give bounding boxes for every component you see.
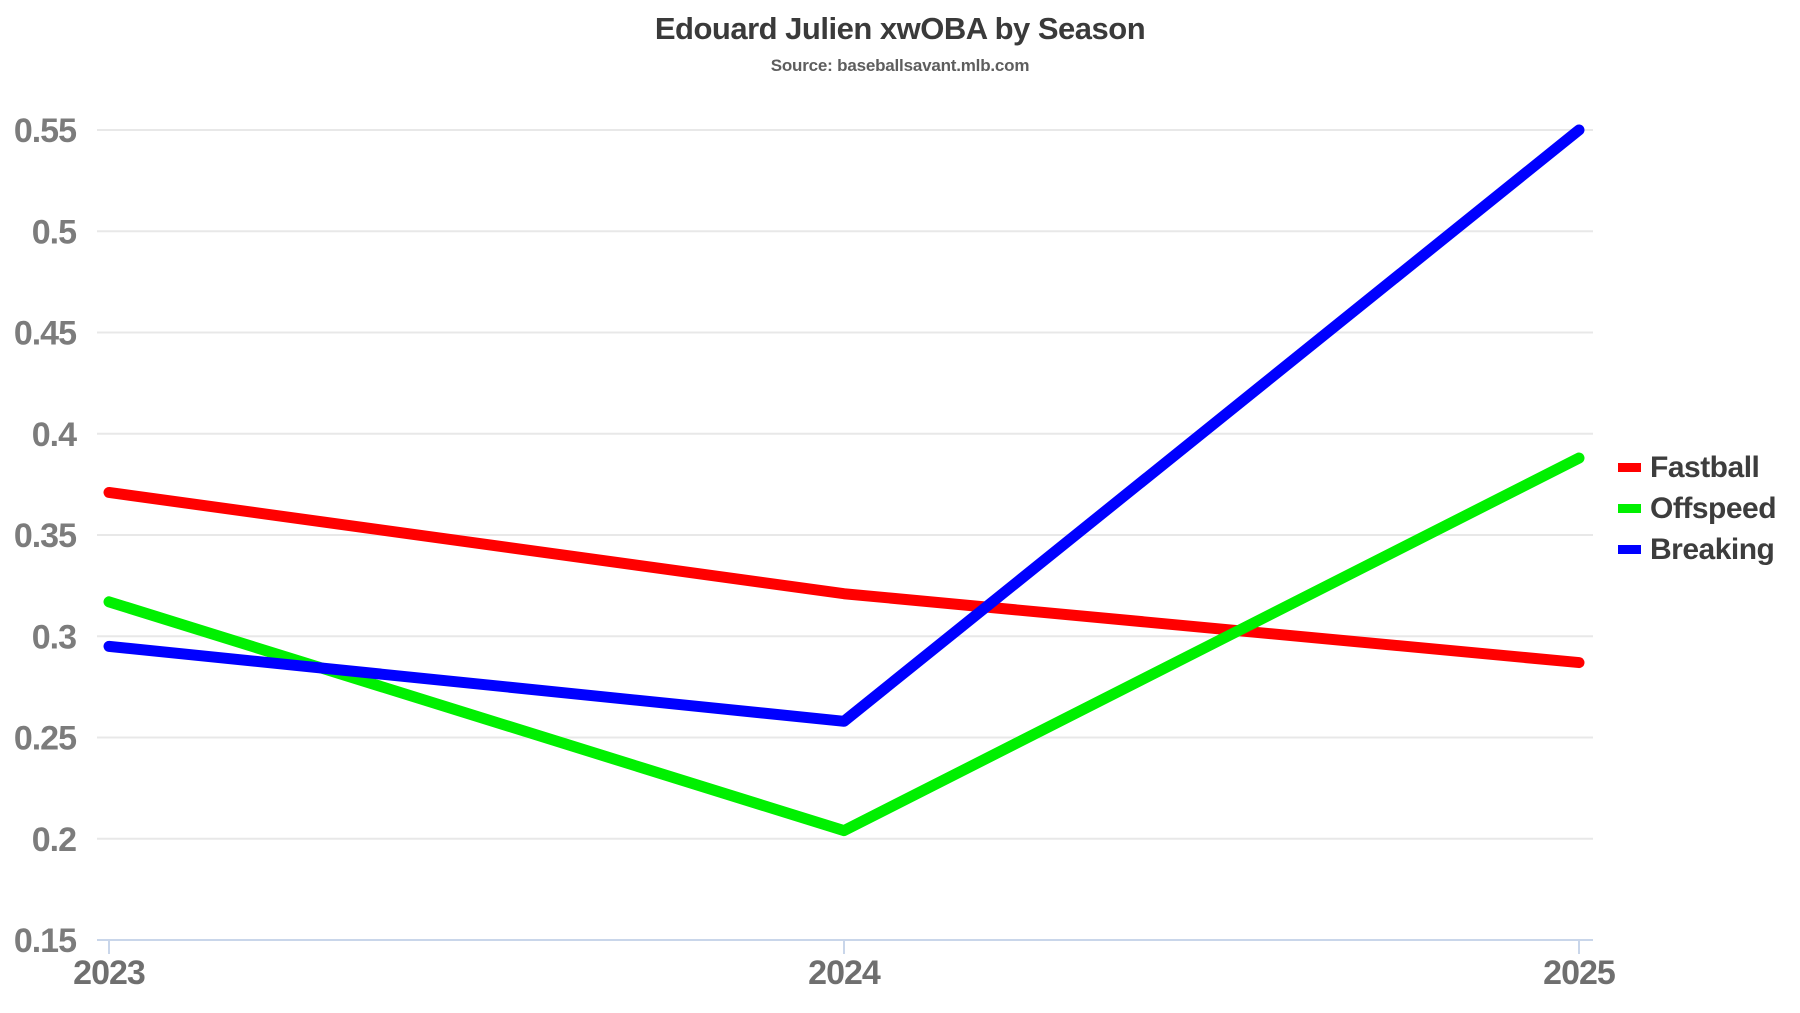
- y-tick-label: 0.3: [32, 618, 76, 656]
- legend-item-offspeed: Offspeed: [1618, 488, 1777, 529]
- series-line-offspeed: [103, 452, 1585, 837]
- x-tick-label: 2024: [808, 954, 881, 992]
- y-tick-label: 0.25: [14, 720, 76, 758]
- y-tick-label: 0.5: [32, 213, 76, 251]
- y-axis-tick-labels: 0.15 0.2 0.25 0.3 0.35 0.4 0.45 0.5 0.55: [14, 112, 78, 960]
- legend-swatch-breaking: [1618, 545, 1641, 554]
- legend-label: Fastball: [1650, 450, 1760, 484]
- y-tick-label: 0.4: [32, 416, 77, 454]
- series-line-fastball: [103, 486, 1585, 669]
- chart-subtitle: Source: baseballsavant.mlb.com: [770, 56, 1030, 75]
- series-lines: [103, 124, 1585, 837]
- chart-header: Edouard Julien xwOBA by Season Source: b…: [0, 11, 1800, 76]
- x-axis-tick-labels: 2023 2024 2025: [73, 954, 1616, 992]
- legend-swatch-fastball: [1618, 463, 1641, 472]
- legend-swatch-offspeed: [1618, 504, 1641, 513]
- legend-label: Offspeed: [1650, 491, 1777, 525]
- legend-item-fastball: Fastball: [1618, 447, 1776, 488]
- series-line-breaking: [103, 124, 1585, 727]
- legend: Fastball Offspeed Breaking: [1618, 447, 1777, 570]
- x-tick-label: 2023: [73, 954, 145, 992]
- y-tick-label: 0.45: [14, 315, 76, 353]
- y-tick-label: 0.35: [14, 517, 76, 555]
- legend-item-breaking: Breaking: [1618, 529, 1776, 570]
- x-axis: [97, 939, 1593, 954]
- y-tick-label: 0.15: [14, 922, 76, 960]
- gridlines: [97, 129, 1593, 840]
- chart-title: Edouard Julien xwOBA by Season: [654, 11, 1146, 46]
- legend-label: Breaking: [1650, 532, 1775, 566]
- y-tick-label: 0.55: [14, 112, 76, 150]
- x-tick-label: 2025: [1543, 954, 1615, 992]
- y-tick-label: 0.2: [32, 821, 76, 859]
